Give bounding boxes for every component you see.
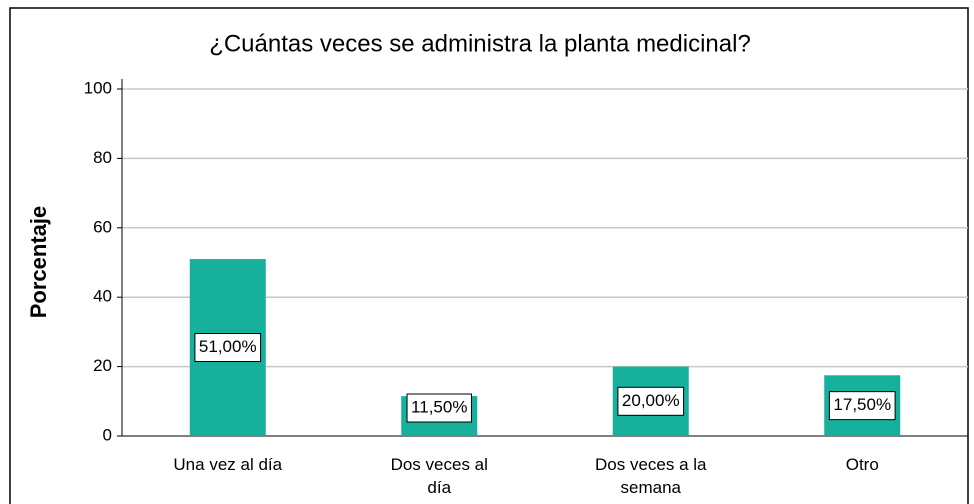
x-tick-label: Dos veces al día xyxy=(391,455,488,497)
data-label: 51,00% xyxy=(199,337,257,356)
data-label-box xyxy=(194,333,262,363)
data-label-box xyxy=(617,386,685,416)
y-tick-label: 100 xyxy=(84,78,112,97)
y-tick-label: 20 xyxy=(93,356,112,375)
y-tick-label: 0 xyxy=(103,425,112,444)
data-label: 11,50% xyxy=(411,397,467,416)
x-tick-label: Otro xyxy=(846,455,879,474)
y-axis-label: Porcentaje xyxy=(26,206,51,319)
chart-frame xyxy=(9,7,969,504)
data-label-box xyxy=(406,393,472,423)
chart-title: ¿Cuántas veces se administra la planta m… xyxy=(209,30,751,57)
y-tick-label: 40 xyxy=(93,287,112,306)
x-tick-label: Dos veces a la semana xyxy=(595,455,707,497)
y-tick-label: 60 xyxy=(93,217,112,236)
x-tick-label: Una vez al día xyxy=(173,455,282,474)
y-tick-label: 80 xyxy=(93,148,112,167)
data-label-box xyxy=(828,391,896,421)
data-label: 20,00% xyxy=(622,391,680,410)
data-label: 17,50% xyxy=(833,395,891,414)
